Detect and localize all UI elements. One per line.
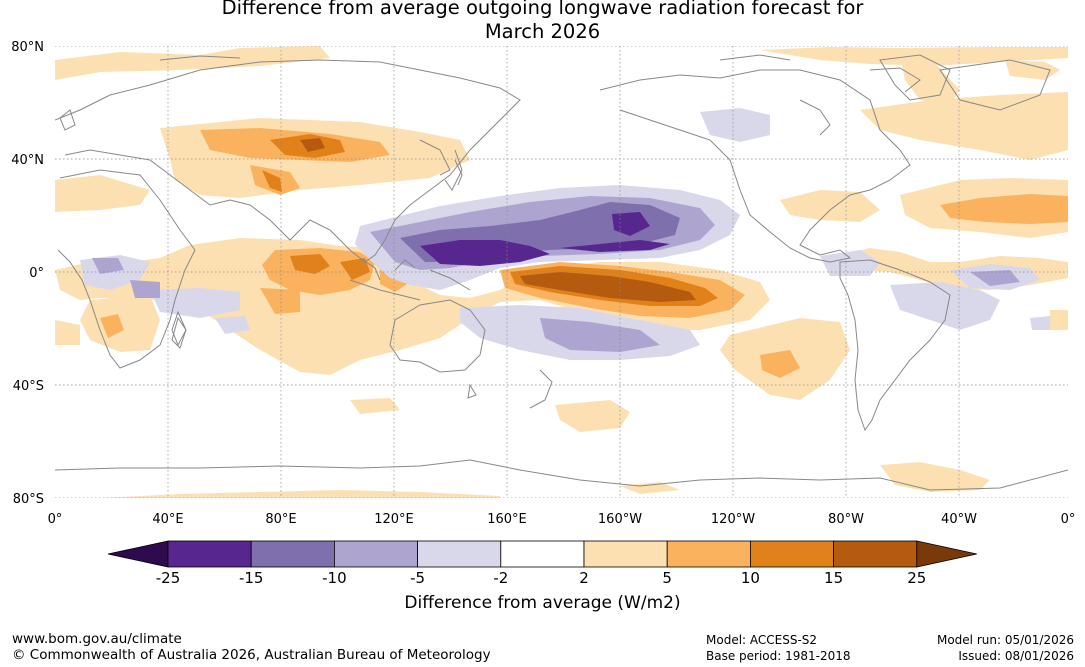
- footer-url[interactable]: www.bom.gov.au/climate: [12, 631, 182, 647]
- eurasia-coast: [55, 59, 521, 263]
- colorbar-tick-10: 10: [741, 569, 760, 587]
- colorbar-tick--2: -2: [493, 569, 508, 587]
- colorbar-label: Difference from average (W/m2): [404, 593, 681, 613]
- colorbar-segments: [107, 540, 977, 568]
- footer-model: Model: ACCESS-S2: [706, 633, 818, 647]
- colorbar-segment--10-to--5: [333, 540, 418, 568]
- colorbar: -25 -15 -10 -5 -2 2 5 10 15 25: [107, 540, 977, 587]
- coastlines: [55, 54, 1068, 491]
- footer-model-run: Model run: 05/01/2026: [936, 633, 1074, 647]
- north-america-coast: [599, 69, 911, 263]
- lat-label-40n: 40°N: [11, 153, 44, 168]
- lat-label-eq: 0°: [29, 266, 44, 281]
- latitude-labels: 80°N 40°N 0° 40°S 80°S: [11, 40, 44, 507]
- africa-coast: [57, 169, 196, 369]
- footer-issued: Issued: 08/01/2026: [958, 649, 1074, 663]
- footer-copyright: © Commonwealth of Australia 2026, Austra…: [12, 647, 491, 663]
- olr-anomaly-map: 80°N 40°N 0° 40°S 80°S 0° 40°E 80°E 120°…: [11, 40, 1076, 527]
- graticule: [55, 46, 1068, 498]
- colorbar-segment-5-to-10: [666, 540, 751, 568]
- lon-label-80w: 80°W: [828, 512, 864, 527]
- anomaly-neg15-neg25: [420, 212, 670, 266]
- lon-label-40w: 40°W: [941, 512, 977, 527]
- colorbar-tick--10: -10: [322, 569, 347, 587]
- lon-label-160e: 160°E: [487, 512, 527, 527]
- colorbar-tick--5: -5: [410, 569, 425, 587]
- colorbar-arrow-high: [916, 540, 977, 568]
- lon-label-80e: 80°E: [265, 512, 296, 527]
- colorbar-tick--25: -25: [156, 569, 181, 587]
- south-america-coast: [839, 259, 951, 432]
- lon-label-160w: 160°W: [598, 512, 642, 527]
- australia-coast: [389, 299, 486, 373]
- lon-label-120e: 120°E: [374, 512, 414, 527]
- colorbar-tick-labels: -25 -15 -10 -5 -2 2 5 10 15 25: [156, 569, 927, 587]
- lat-label-40s: 40°S: [13, 379, 44, 394]
- title-line-2: March 2026: [484, 20, 601, 43]
- lat-label-80n: 80°N: [11, 40, 44, 55]
- lat-label-80s: 80°S: [13, 492, 44, 507]
- title-line-1: Difference from average outgoing longwav…: [221, 0, 864, 19]
- antarctica-coast: [55, 459, 1068, 491]
- lon-label-40e: 40°E: [152, 512, 183, 527]
- colorbar-tick-5: 5: [662, 569, 672, 587]
- lon-label-0-west: 0°: [48, 512, 63, 527]
- colorbar-segment--2-to-2: [500, 540, 585, 568]
- colorbar-segment--5-to--2: [417, 540, 502, 568]
- anomaly-field: [55, 46, 1068, 498]
- colorbar-arrow-low: [107, 540, 169, 568]
- colorbar-segment--25-to--15: [167, 540, 252, 568]
- colorbar-segment-2-to-5: [583, 540, 668, 568]
- colorbar-tick-2: 2: [579, 569, 589, 587]
- colorbar-tick--15: -15: [239, 569, 264, 587]
- colorbar-tick-15: 15: [824, 569, 843, 587]
- map-title: Difference from average outgoing longwav…: [0, 0, 1085, 44]
- lon-label-120w: 120°W: [711, 512, 755, 527]
- colorbar-segment-10-to-15: [750, 540, 835, 568]
- colorbar-tick-25: 25: [907, 569, 926, 587]
- longitude-labels: 0° 40°E 80°E 120°E 160°E 160°W 120°W 80°…: [48, 512, 1076, 527]
- anomaly-15-25: [300, 138, 696, 302]
- lon-label-0-east: 0°: [1061, 512, 1076, 527]
- colorbar-segment--15-to--10: [250, 540, 335, 568]
- footer-base-period: Base period: 1981-2018: [706, 649, 851, 663]
- colorbar-segment-15-to-25: [833, 540, 918, 568]
